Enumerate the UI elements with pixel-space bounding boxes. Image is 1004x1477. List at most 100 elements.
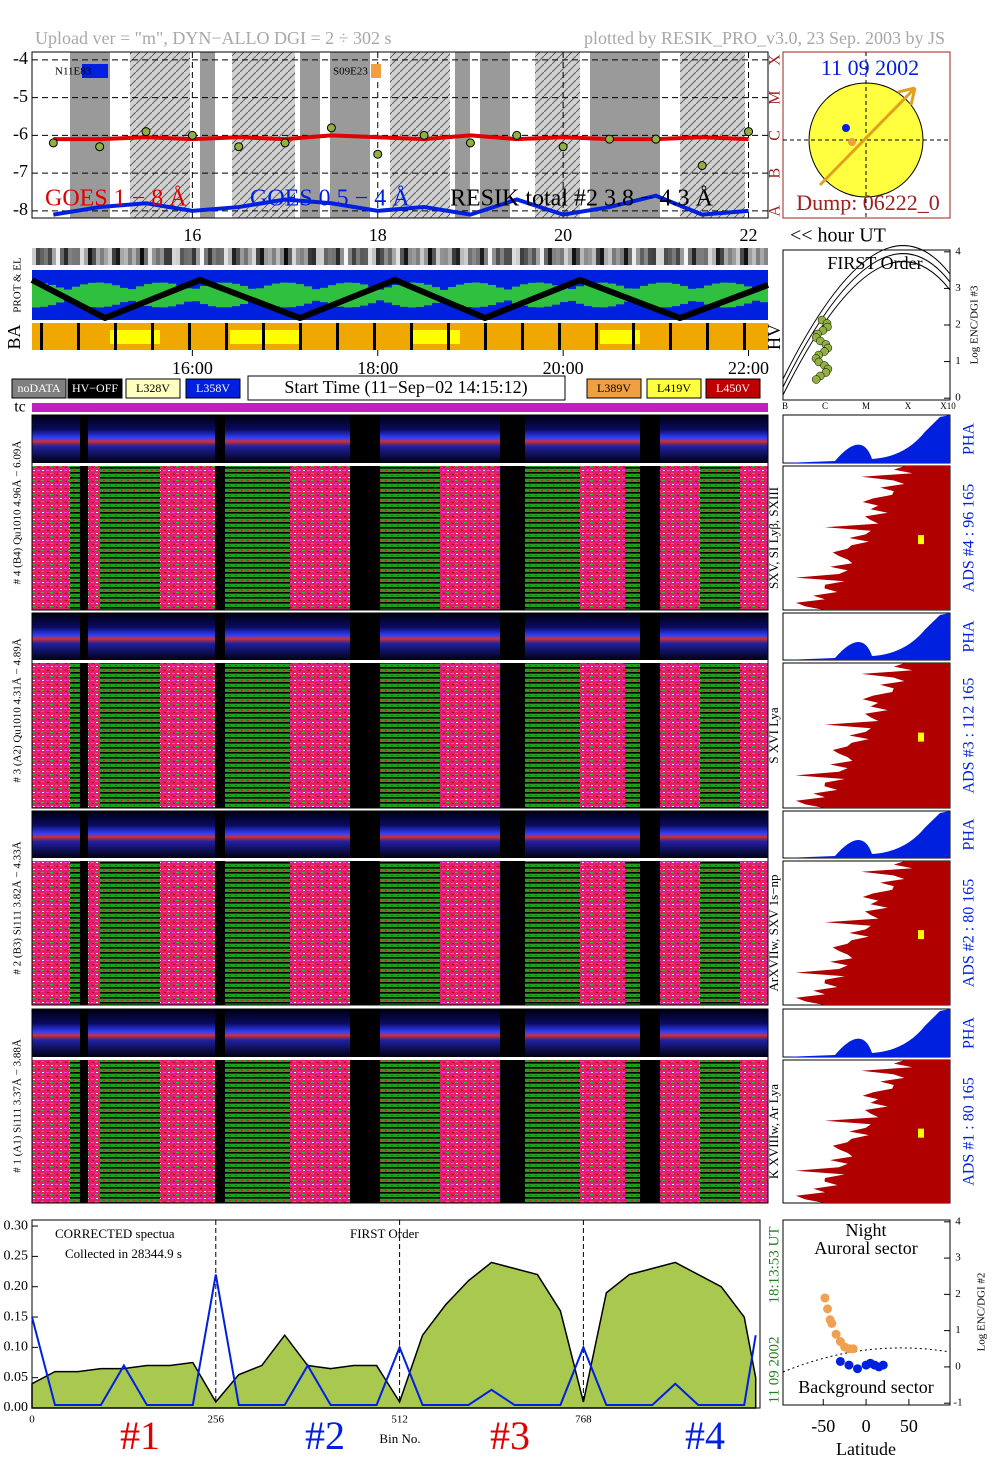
status-cell bbox=[336, 248, 340, 265]
spectrogram-band bbox=[500, 466, 525, 610]
prot-cell bbox=[696, 288, 704, 302]
status-cell bbox=[176, 248, 180, 265]
prot-cell bbox=[648, 283, 656, 307]
prot-cell bbox=[376, 289, 384, 301]
status-cell bbox=[48, 248, 52, 265]
pha-gap bbox=[640, 613, 660, 660]
prot-cell bbox=[40, 283, 48, 307]
spectrogram-band bbox=[160, 466, 215, 610]
status-cell bbox=[724, 248, 728, 265]
prot-cell bbox=[440, 289, 448, 301]
spectrogram-band bbox=[215, 1060, 225, 1203]
prot-cell bbox=[248, 288, 256, 302]
sun-marker bbox=[842, 124, 850, 132]
legend-label: L389V bbox=[597, 381, 631, 395]
status-cell bbox=[444, 248, 448, 265]
ads-label: ADS #4 : 96 165 bbox=[961, 484, 978, 592]
status-cell bbox=[708, 248, 712, 265]
prot-cell bbox=[456, 284, 464, 306]
prot-cell bbox=[144, 284, 152, 306]
ba-gap bbox=[225, 323, 228, 350]
spectrogram-band bbox=[32, 1060, 70, 1203]
x-tick-label: 768 bbox=[575, 1414, 592, 1426]
y-axis-label: Log ENC/DGI #2 bbox=[976, 1273, 988, 1352]
spectrogram-band bbox=[80, 1060, 88, 1203]
status-cell bbox=[568, 248, 572, 265]
status-cell bbox=[584, 248, 588, 265]
y-tick-label: 0.25 bbox=[4, 1249, 29, 1264]
status-cell bbox=[104, 248, 108, 265]
y-tick-label: 0.20 bbox=[4, 1279, 29, 1294]
status-cell bbox=[392, 248, 396, 265]
prot-cell bbox=[64, 289, 72, 301]
status-cell bbox=[632, 248, 636, 265]
y-tick-label: 3 bbox=[955, 282, 961, 294]
prot-cell bbox=[280, 282, 288, 308]
spectrogram-band bbox=[525, 1060, 580, 1203]
legend-swatch bbox=[125, 378, 181, 399]
status-cell bbox=[564, 248, 568, 265]
night-band bbox=[300, 52, 320, 218]
status-cell bbox=[184, 248, 188, 265]
status-cell bbox=[476, 248, 480, 265]
scatter-text: Background sector bbox=[798, 1377, 933, 1397]
spectrogram-band bbox=[88, 861, 100, 1005]
status-cell bbox=[532, 248, 536, 265]
status-cell bbox=[244, 248, 248, 265]
pha-gap bbox=[215, 811, 225, 858]
status-cell bbox=[760, 248, 764, 265]
spectrogram-band bbox=[660, 466, 700, 610]
sun-marker bbox=[848, 138, 856, 146]
prot-cell bbox=[392, 284, 400, 306]
prot-cell bbox=[48, 284, 56, 306]
status-cell bbox=[756, 248, 760, 265]
point bbox=[831, 1329, 841, 1339]
status-cell bbox=[328, 248, 332, 265]
pha-gap bbox=[500, 613, 525, 660]
spectrogram-band bbox=[350, 1060, 380, 1203]
y-tick-label: -6 bbox=[13, 124, 28, 144]
ba-gap bbox=[40, 323, 43, 350]
status-cell bbox=[212, 248, 216, 265]
status-cell bbox=[468, 248, 472, 265]
strip-label: HV bbox=[764, 324, 784, 350]
pha-gap bbox=[640, 1009, 660, 1057]
status-cell bbox=[180, 248, 184, 265]
pha-gap bbox=[350, 415, 380, 463]
point bbox=[820, 1293, 830, 1303]
status-cell bbox=[692, 248, 696, 265]
spectrogram-band bbox=[500, 663, 525, 808]
status-cell bbox=[32, 248, 36, 265]
y-tick-label: 0.10 bbox=[4, 1340, 29, 1355]
status-cell bbox=[76, 248, 80, 265]
status-cell bbox=[680, 248, 684, 265]
status-cell bbox=[372, 248, 376, 265]
pha-gap bbox=[80, 613, 88, 660]
status-cell bbox=[136, 248, 140, 265]
prot-cell bbox=[752, 289, 760, 301]
status-cell bbox=[100, 248, 104, 265]
x-tick-label: 50 bbox=[900, 1416, 918, 1436]
prot-cell bbox=[216, 282, 224, 308]
prot-cell bbox=[184, 288, 192, 302]
ba-gap bbox=[262, 323, 265, 350]
status-cell bbox=[284, 248, 288, 265]
y-tick-label: 0.15 bbox=[4, 1309, 29, 1324]
status-cell bbox=[384, 248, 388, 265]
prot-cell bbox=[584, 284, 592, 306]
spectrogram-band bbox=[625, 1060, 640, 1203]
status-cell bbox=[516, 248, 520, 265]
annotation-box bbox=[82, 64, 108, 78]
status-cell bbox=[456, 248, 460, 265]
prot-cell bbox=[120, 287, 128, 303]
status-cell bbox=[228, 248, 232, 265]
pha-profile bbox=[783, 613, 950, 660]
pha-profile bbox=[783, 1009, 950, 1057]
spectrogram-band bbox=[525, 466, 580, 610]
status-cell bbox=[552, 248, 556, 265]
status-cell bbox=[660, 248, 664, 265]
point bbox=[827, 1318, 837, 1328]
status-cell bbox=[160, 248, 164, 265]
legend-swatch bbox=[11, 378, 67, 399]
spectrogram-band bbox=[640, 663, 660, 808]
